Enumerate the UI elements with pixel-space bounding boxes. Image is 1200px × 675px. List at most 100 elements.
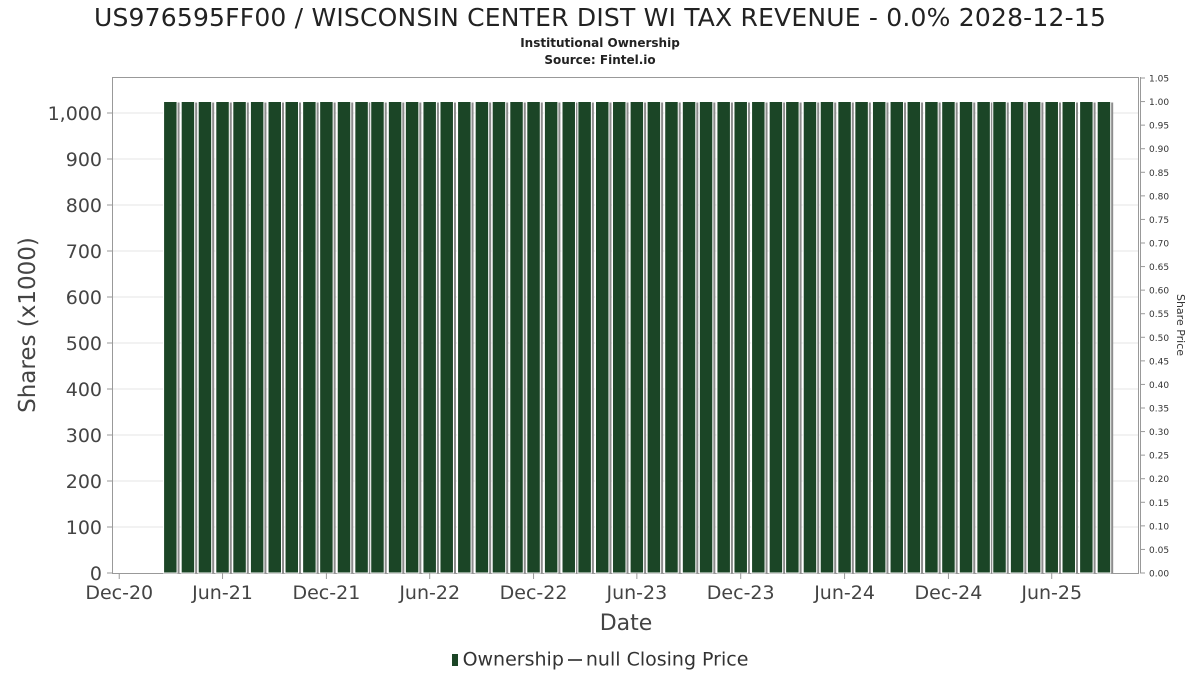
ownership-bar (768, 101, 786, 574)
ownership-bar (646, 101, 664, 574)
y-tick-label: 600 (66, 287, 102, 309)
ownership-bar (906, 101, 924, 574)
ownership-bar (941, 101, 958, 574)
ownership-bar (197, 101, 215, 574)
x-axis-label: Date (600, 611, 653, 636)
ownership-bar (509, 101, 526, 574)
ownership-bar (802, 101, 820, 574)
y2-tick-label: 0.70 (1149, 240, 1169, 250)
chart-subtitle: Institutional Ownership (520, 36, 680, 50)
y2-tick-label: 0.65 (1149, 263, 1169, 273)
ownership-bar (284, 101, 302, 574)
ownership-bar (733, 101, 750, 574)
y-tick-label: 700 (66, 241, 102, 263)
ownership-bar (439, 101, 456, 574)
x-tick-label: Dec-24 (915, 582, 983, 604)
x-tick-label: Dec-22 (500, 582, 568, 604)
y2-tick-label: 0.00 (1149, 570, 1169, 580)
y2-tick-label: 0.75 (1149, 216, 1169, 226)
ownership-bar (681, 101, 699, 574)
ownership-bar (751, 101, 768, 574)
chart-legend: Ownership null Closing Price (0, 646, 1200, 673)
y2-tick-label: 0.25 (1149, 452, 1169, 462)
ownership-bar (457, 101, 474, 574)
y2-tick-label: 0.30 (1149, 428, 1169, 438)
ownership-bar (526, 101, 543, 574)
y-tick-label: 0 (90, 563, 102, 585)
ownership-bar (354, 101, 371, 574)
ownership-bar (837, 101, 854, 574)
ownership-bar (561, 101, 578, 574)
ownership-bar (924, 101, 941, 574)
ownership-bar (629, 101, 647, 574)
price-legend-swatch (567, 658, 582, 661)
ownership-bar (612, 101, 629, 574)
chart-source: Source: Fintel.io (544, 53, 656, 67)
ownership-bar (664, 101, 681, 574)
ownership-bar (577, 101, 594, 574)
y-tick-label: 200 (66, 471, 102, 493)
ownership-bar (319, 101, 336, 574)
x-tick-label: Jun-25 (1020, 582, 1082, 604)
ownership-bar (215, 101, 232, 574)
ownership-bar (716, 101, 733, 574)
y2-tick-label: 0.60 (1149, 287, 1169, 297)
ownership-bar (976, 101, 993, 574)
chart-title: US976595FF00 / WISCONSIN CENTER DIST WI … (93, 3, 1107, 32)
y-tick-label: 100 (66, 517, 102, 539)
ownership-bar (267, 101, 284, 574)
x-tick-label: Jun-21 (191, 582, 253, 604)
y-tick-label: 500 (66, 333, 102, 355)
y2-tick-label: 1.00 (1149, 98, 1169, 108)
ownership-bar (422, 101, 439, 574)
y-tick-label: 800 (66, 195, 102, 217)
ownership-bar (163, 101, 180, 574)
y2-tick-label: 0.90 (1149, 145, 1169, 155)
x-tick-label: Dec-23 (707, 582, 775, 604)
y-axis-ticks: 0 100 200 300 400 500 600 700 800 900 1,000 (48, 103, 112, 585)
ownership-bar (491, 101, 509, 574)
ownership-bar (1079, 101, 1096, 574)
ownership-bar (992, 101, 1009, 574)
ownership-bar (1026, 101, 1044, 574)
y2-tick-label: 0.55 (1149, 310, 1169, 320)
y2-tick-label: 0.95 (1149, 122, 1169, 132)
ownership-bar (404, 101, 422, 574)
x-tick-label: Jun-22 (398, 582, 460, 604)
y-tick-label: 1,000 (48, 103, 102, 125)
price-legend-label[interactable]: null Closing Price (585, 648, 749, 671)
ownership-bar (1061, 101, 1078, 574)
ownership-bar (387, 101, 405, 574)
ownership-bar (302, 101, 319, 574)
y2-tick-label: 0.20 (1149, 475, 1169, 485)
y2-tick-label: 0.85 (1149, 169, 1169, 179)
ownership-bar (474, 101, 492, 574)
y2-tick-label: 0.05 (1149, 546, 1169, 556)
y2-axis-label: Share Price (1174, 294, 1187, 356)
y2-axis-ticks: 0.00 0.05 0.10 0.15 0.20 0.25 0.30 0.35 0.40 0.45… (1140, 75, 1169, 580)
ownership-bar (854, 101, 871, 574)
ownership-bar (1044, 101, 1061, 574)
ownership-bar (1009, 101, 1027, 574)
x-axis-ticks: Dec-20 Jun-21 Dec-21 Jun-22 Dec-22 Jun-23 Dec-… (85, 573, 1082, 604)
ownership-bar (594, 101, 612, 574)
y-tick-label: 900 (66, 149, 102, 171)
y2-tick-label: 0.40 (1149, 381, 1169, 391)
x-tick-label: Dec-21 (292, 582, 360, 604)
y2-tick-label: 1.05 (1149, 75, 1169, 85)
ownership-bar (1096, 101, 1114, 574)
y2-tick-label: 0.80 (1149, 192, 1169, 202)
ownership-bar (871, 101, 889, 574)
ownership-bar (785, 101, 802, 574)
ownership-bar (180, 101, 198, 574)
ownership-bar (698, 101, 716, 574)
ownership-legend-swatch (451, 653, 458, 666)
y2-tick-label: 0.50 (1149, 334, 1169, 344)
x-tick-label: Dec-20 (85, 582, 153, 604)
y-tick-label: 400 (66, 379, 102, 401)
y2-tick-label: 0.35 (1149, 405, 1169, 415)
ownership-bar (819, 101, 837, 574)
ownership-bar (249, 101, 267, 574)
ownership-legend-label[interactable]: Ownership (462, 648, 564, 671)
ownership-bar (232, 101, 249, 574)
